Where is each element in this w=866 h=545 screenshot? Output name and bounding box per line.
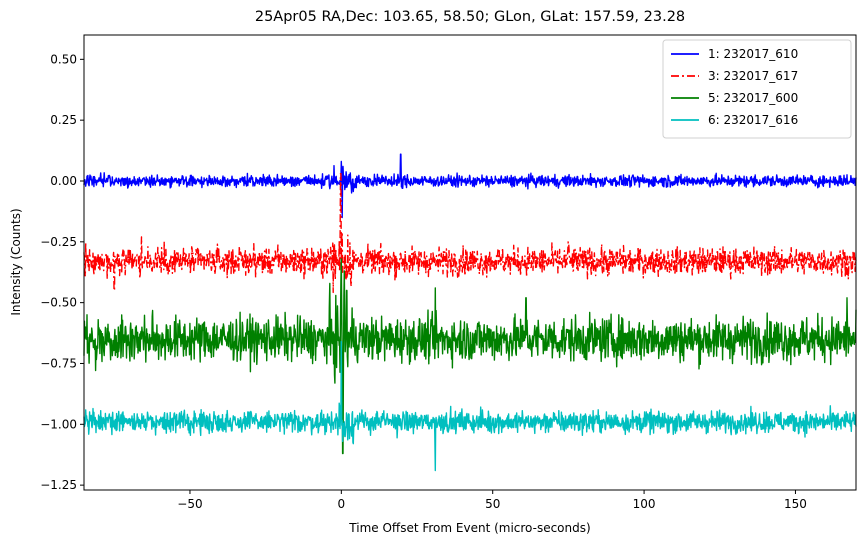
series-line: [83, 172, 857, 294]
series-line: [83, 340, 857, 472]
legend-box: [662, 39, 852, 139]
y-tick-label: −0.75: [40, 356, 77, 370]
x-tick-label: 0: [338, 497, 346, 511]
plot-lines: [83, 153, 857, 472]
y-tick-label: −1.00: [40, 417, 77, 431]
y-tick-label: 0.50: [50, 52, 77, 66]
y-tick-label: 0.25: [50, 113, 77, 127]
legend: 1: 232017_610 3: 232017_617 5: 232017_600 6…: [662, 39, 852, 139]
x-axis-label: Time Offset From Event (micro-seconds): [348, 521, 590, 535]
x-axis: −50 0 50 100 150: [177, 490, 807, 511]
y-tick-label: 0.00: [50, 174, 77, 188]
x-tick-label: 150: [784, 497, 807, 511]
legend-label: 6: 232017_616: [708, 113, 798, 127]
x-tick-label: −50: [177, 497, 202, 511]
y-tick-label: −0.25: [40, 235, 77, 249]
legend-label: 5: 232017_600: [708, 91, 798, 105]
x-tick-label: 100: [633, 497, 656, 511]
legend-label: 3: 232017_617: [708, 69, 798, 83]
plot-frame: [83, 34, 857, 491]
chart-title: 25Apr05 RA,Dec: 103.65, 58.50; GLon, GLa…: [255, 9, 685, 25]
y-axis-label: Intensity (Counts): [9, 208, 23, 315]
x-tick-label: 50: [485, 497, 500, 511]
y-axis: 0.50 0.25 0.00 −0.25 −0.50 −0.75 −1.00 −1.25: [40, 52, 84, 492]
series-line: [83, 258, 857, 455]
legend-label: 1: 232017_610: [708, 47, 798, 61]
y-tick-label: −0.50: [40, 296, 77, 310]
y-tick-label: −1.25: [40, 478, 77, 492]
series-line: [83, 153, 857, 219]
